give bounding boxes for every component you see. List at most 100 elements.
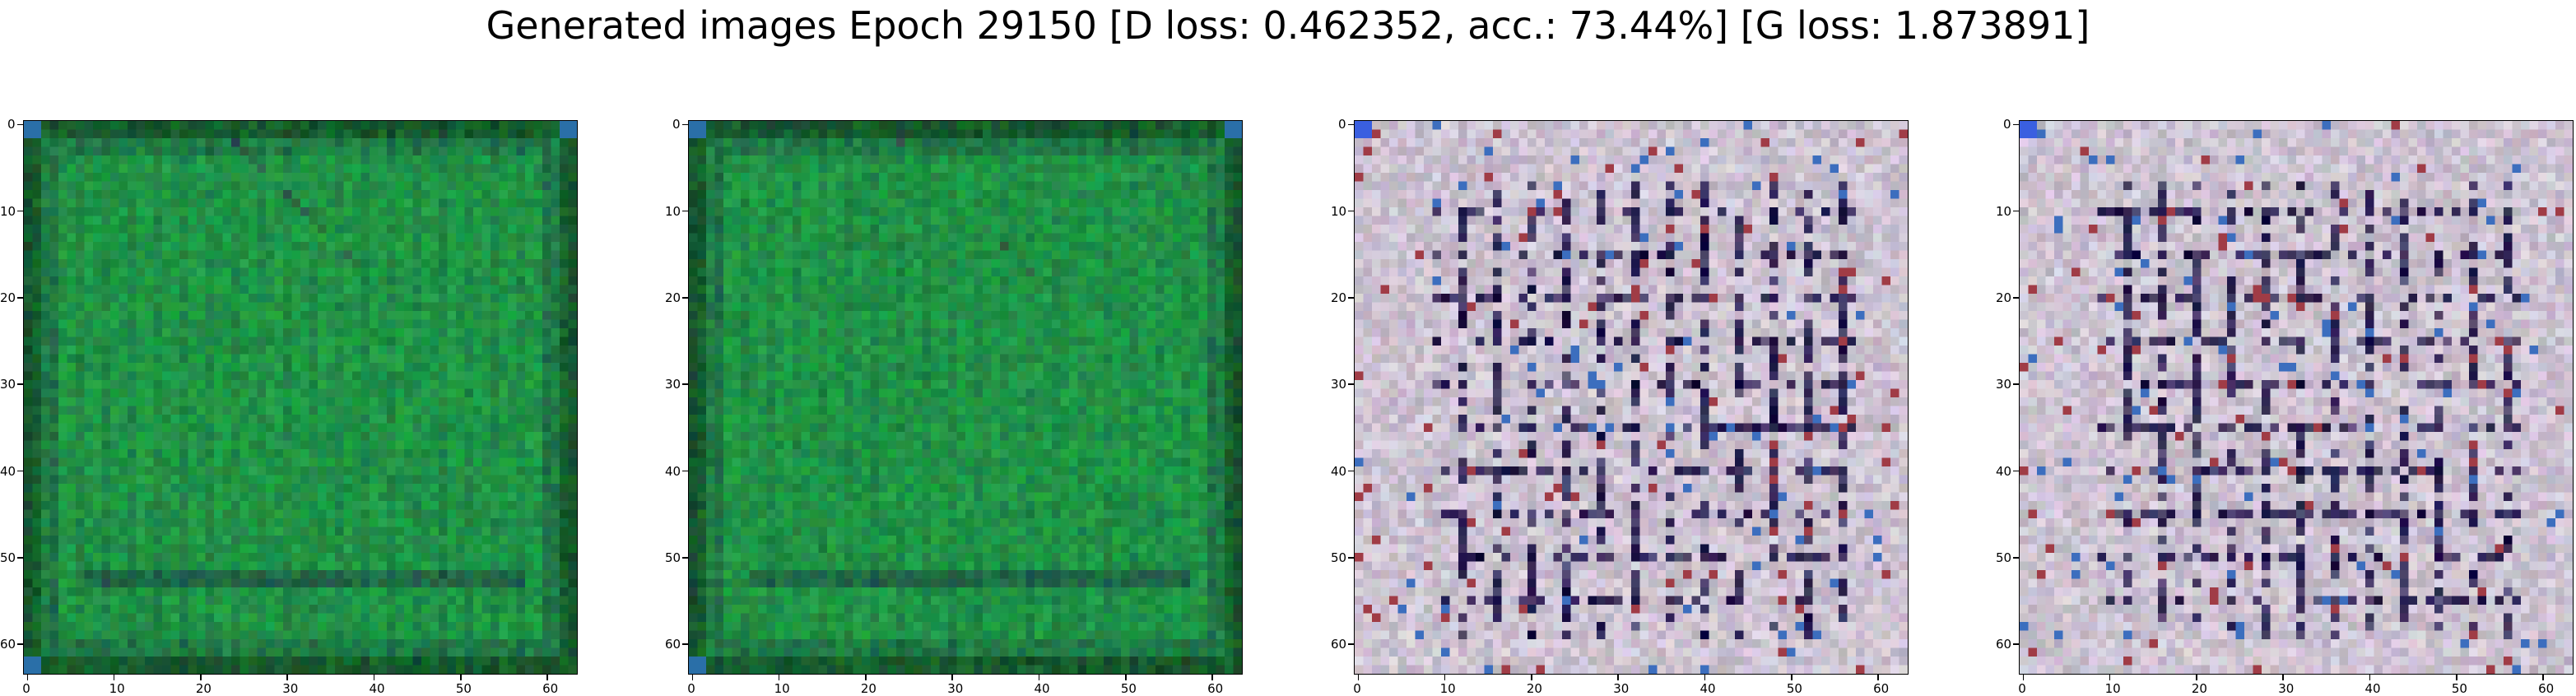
generated-image-1 [23,120,578,675]
y-tick-label: 20 [1331,290,1347,305]
y-tick-label: 30 [1331,377,1347,392]
y-tick-mark [17,557,23,559]
x-tick-label: 60 [542,681,559,696]
x-tick-label: 10 [2104,681,2121,696]
x-tick-label: 50 [455,681,472,696]
x-tick-mark [200,675,202,680]
x-tick-label: 30 [282,681,299,696]
y-tick-mark [682,643,688,645]
y-tick-mark [17,470,23,472]
x-tick-mark [691,675,694,680]
y-tick-label: 50 [0,550,16,565]
y-tick-label: 50 [1996,550,2012,565]
y-tick-mark [682,557,688,559]
x-tick-mark [546,675,548,680]
y-tick-label: 40 [665,463,681,479]
x-tick-mark [865,675,867,680]
y-tick-label: 40 [0,463,16,479]
x-tick-mark [2369,675,2371,680]
y-tick-mark [682,210,688,212]
y-tick-mark [1348,557,1354,559]
x-tick-label: 20 [1526,681,1542,696]
y-tick-mark [17,210,23,212]
y-tick-mark [2013,210,2019,212]
generated-image-2-canvas [689,121,1242,674]
x-tick-mark [286,675,288,680]
y-tick-label: 40 [1331,463,1347,479]
y-tick-mark [2013,643,2019,645]
y-tick-mark [1348,297,1354,299]
y-tick-label: 10 [0,203,16,219]
x-tick-label: 40 [2364,681,2381,696]
y-tick-label: 10 [665,203,681,219]
x-tick-mark [1211,675,1213,680]
x-tick-label: 40 [369,681,385,696]
y-tick-label: 30 [0,377,16,392]
y-tick-label: 60 [0,637,16,652]
y-tick-mark [17,123,23,126]
x-tick-label: 30 [1613,681,1630,696]
y-tick-label: 30 [665,377,681,392]
y-tick-label: 20 [0,290,16,305]
x-tick-label: 0 [1353,681,1361,696]
y-tick-label: 10 [1331,203,1347,219]
x-tick-label: 10 [1439,681,1456,696]
y-tick-mark [1348,210,1354,212]
x-tick-label: 0 [2018,681,2026,696]
y-tick-label: 10 [1996,203,2012,219]
generated-image-3-canvas [1355,121,1908,674]
x-tick-mark [2456,675,2457,680]
y-tick-mark [682,470,688,472]
x-tick-label: 60 [1207,681,1224,696]
y-tick-label: 0 [7,117,16,132]
figure-title: Generated images Epoch 29150 [D loss: 0.… [486,3,2090,48]
y-tick-mark [2013,297,2019,299]
x-tick-mark [460,675,462,680]
x-tick-mark [1791,675,1793,680]
y-tick-label: 0 [1338,117,1346,132]
generated-image-4-canvas [2020,121,2573,674]
y-tick-label: 50 [665,550,681,565]
x-tick-mark [373,675,375,680]
y-tick-label: 20 [665,290,681,305]
y-tick-label: 0 [2003,117,2011,132]
x-tick-label: 20 [860,681,876,696]
x-tick-label: 60 [1873,681,1890,696]
y-tick-mark [17,297,23,299]
y-tick-mark [17,383,23,385]
x-tick-label: 10 [109,681,125,696]
generated-image-3 [1354,120,1909,675]
y-tick-label: 0 [672,117,681,132]
y-tick-mark [682,297,688,299]
x-tick-label: 60 [2538,681,2555,696]
x-tick-mark [2109,675,2111,680]
y-tick-mark [2013,383,2019,385]
x-tick-label: 50 [1120,681,1137,696]
x-tick-mark [1531,675,1532,680]
x-tick-label: 40 [1700,681,1716,696]
y-tick-mark [682,123,688,126]
x-tick-label: 30 [2278,681,2295,696]
x-tick-mark [2196,675,2197,680]
y-tick-label: 60 [665,637,681,652]
y-tick-label: 40 [1996,463,2012,479]
y-tick-label: 30 [1996,377,2012,392]
y-tick-mark [682,383,688,385]
x-tick-label: 0 [687,681,695,696]
x-tick-mark [951,675,953,680]
y-tick-mark [1348,470,1354,472]
x-tick-mark [1617,675,1619,680]
generated-image-1-canvas [24,121,577,674]
x-tick-label: 40 [1034,681,1050,696]
x-tick-mark [778,675,780,680]
y-tick-mark [1348,383,1354,385]
x-tick-mark [1125,675,1127,680]
y-tick-mark [1348,643,1354,645]
y-tick-label: 50 [1331,550,1347,565]
x-tick-label: 20 [2191,681,2207,696]
x-tick-mark [2542,675,2544,680]
x-tick-mark [1877,675,1879,680]
y-tick-mark [2013,470,2019,472]
x-tick-label: 50 [2451,681,2467,696]
y-tick-mark [2013,123,2019,126]
